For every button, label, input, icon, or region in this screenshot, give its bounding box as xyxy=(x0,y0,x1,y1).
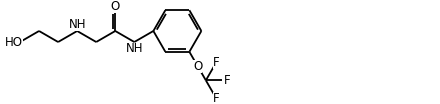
Text: F: F xyxy=(213,56,220,69)
Text: O: O xyxy=(193,60,202,73)
Text: F: F xyxy=(224,74,230,87)
Text: H: H xyxy=(73,17,81,30)
Text: HO: HO xyxy=(5,35,23,48)
Text: F: F xyxy=(213,92,220,104)
Text: O: O xyxy=(110,0,120,13)
Text: NH: NH xyxy=(125,43,143,56)
Text: NH: NH xyxy=(68,17,86,30)
Text: N: N xyxy=(67,17,76,30)
